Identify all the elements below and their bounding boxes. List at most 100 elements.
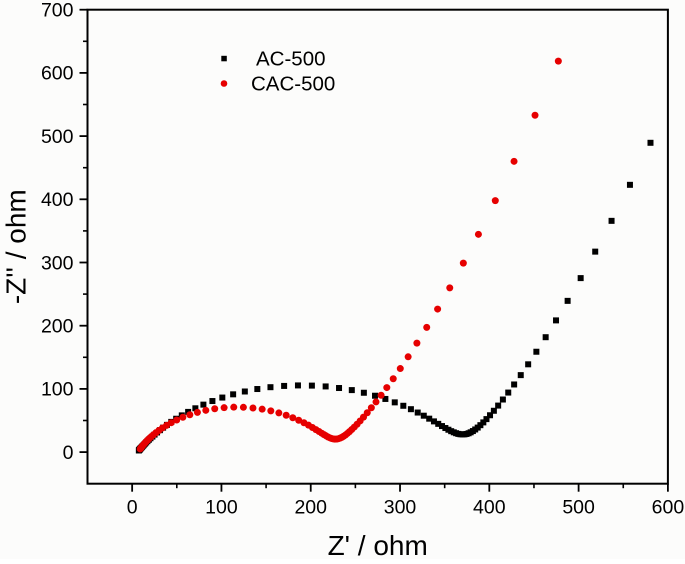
data-point xyxy=(491,197,499,205)
data-point xyxy=(442,425,449,432)
legend-marker-ac500 xyxy=(221,55,227,62)
data-point xyxy=(294,382,301,389)
y-axis-ticks xyxy=(79,8,88,454)
data-point xyxy=(542,334,549,341)
data-point xyxy=(553,317,560,324)
x-tick-label: 300 xyxy=(384,497,417,519)
series-cac-500 xyxy=(136,57,562,453)
plot-frame xyxy=(86,8,669,485)
data-point xyxy=(531,111,539,119)
data-point xyxy=(382,395,389,402)
data-series-layer xyxy=(135,57,654,454)
data-point xyxy=(510,157,518,165)
data-point xyxy=(423,323,431,331)
data-point xyxy=(389,375,397,383)
x-tick-label: 500 xyxy=(562,497,595,519)
data-point xyxy=(435,420,442,427)
data-point xyxy=(577,275,584,282)
data-point xyxy=(192,405,199,412)
data-point xyxy=(258,405,266,413)
data-point xyxy=(474,230,482,238)
legend-label-cac500: CAC-500 xyxy=(251,73,335,96)
data-point xyxy=(414,409,421,416)
data-point xyxy=(446,284,454,292)
data-point xyxy=(202,406,210,414)
x-axis-tick-labels: 0 100 200 300 400 500 600 xyxy=(127,497,685,519)
data-point xyxy=(186,411,194,419)
legend-label-ac500: AC-500 xyxy=(256,48,326,71)
data-point xyxy=(363,409,371,417)
x-axis-title: Z' / ohm xyxy=(328,530,428,559)
data-point xyxy=(254,386,261,393)
data-point xyxy=(336,385,343,392)
x-axis-ticks xyxy=(131,483,669,492)
data-point xyxy=(275,409,283,417)
y-tick-label: 300 xyxy=(41,252,74,274)
data-point xyxy=(480,419,487,426)
data-point xyxy=(372,398,380,406)
data-point xyxy=(400,402,407,409)
data-point xyxy=(525,361,532,368)
plot-border xyxy=(86,8,669,485)
data-point xyxy=(367,404,375,412)
data-point xyxy=(383,384,391,392)
data-point xyxy=(505,389,512,396)
data-point xyxy=(608,217,615,224)
data-point xyxy=(413,339,421,347)
y-axis-title: -Z'' / ohm xyxy=(1,189,32,304)
data-point xyxy=(459,259,467,267)
data-point xyxy=(372,392,379,399)
data-point xyxy=(249,404,257,412)
data-point xyxy=(533,348,540,355)
data-point xyxy=(241,388,248,395)
data-point xyxy=(554,57,562,65)
data-point xyxy=(211,405,219,413)
data-point xyxy=(167,419,175,427)
data-point xyxy=(430,418,437,425)
data-point xyxy=(209,398,216,405)
data-point xyxy=(626,181,633,188)
data-point xyxy=(564,297,571,304)
data-point xyxy=(592,248,599,255)
legend: AC-500 CAC-500 xyxy=(220,48,335,96)
data-point xyxy=(230,403,238,411)
y-tick-label: 200 xyxy=(41,316,74,338)
data-point xyxy=(487,412,494,419)
data-point xyxy=(267,384,274,391)
data-point xyxy=(426,415,433,422)
x-tick-label: 600 xyxy=(652,497,685,519)
data-point xyxy=(499,396,506,403)
data-point xyxy=(282,411,290,419)
data-point xyxy=(348,387,355,394)
data-point xyxy=(438,423,445,430)
x-tick-label: 0 xyxy=(127,497,138,519)
y-tick-label: 700 xyxy=(41,0,74,22)
data-point xyxy=(407,406,414,413)
data-point xyxy=(322,383,329,390)
data-point xyxy=(396,365,404,373)
x-tick-label: 400 xyxy=(473,497,506,519)
data-point xyxy=(295,416,303,424)
data-point xyxy=(220,404,228,412)
data-point xyxy=(308,382,315,389)
data-point xyxy=(267,407,275,415)
data-point xyxy=(193,408,201,416)
data-point xyxy=(200,401,207,408)
data-point xyxy=(219,394,226,401)
y-tick-label: 400 xyxy=(41,189,74,211)
data-point xyxy=(281,382,288,389)
data-point xyxy=(377,391,385,399)
data-point xyxy=(173,416,181,424)
x-tick-label: 100 xyxy=(205,497,238,519)
data-point xyxy=(434,305,442,313)
y-tick-label: 600 xyxy=(41,63,74,85)
data-point xyxy=(360,389,367,396)
data-point xyxy=(230,391,237,398)
data-point xyxy=(391,399,398,406)
legend-marker-cac500 xyxy=(220,80,228,87)
data-point xyxy=(404,353,412,361)
y-tick-label: 500 xyxy=(41,126,74,148)
